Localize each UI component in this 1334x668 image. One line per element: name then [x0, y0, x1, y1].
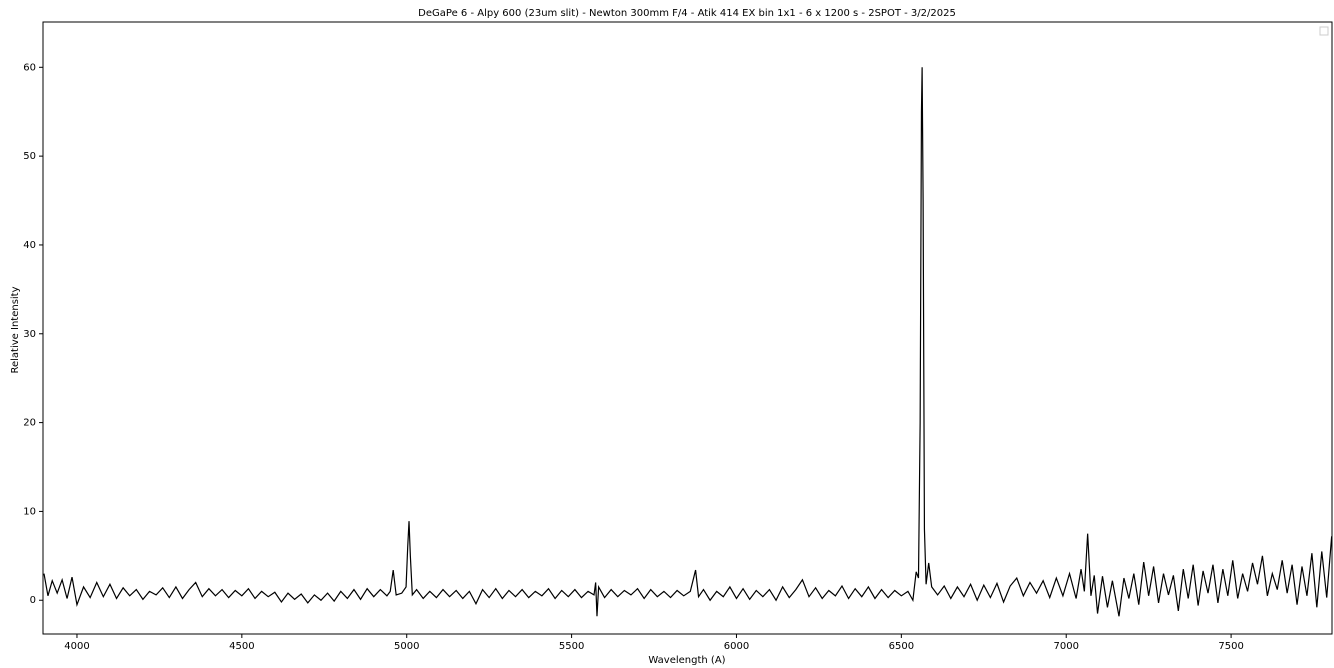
x-tick-label: 6000	[724, 641, 749, 652]
x-tick-label: 5000	[394, 641, 419, 652]
x-tick-label: 4000	[64, 641, 89, 652]
y-tick-label: 40	[23, 240, 36, 251]
y-tick-label: 10	[23, 506, 36, 517]
x-tick-label: 4500	[229, 641, 254, 652]
y-tick-label: 60	[23, 62, 36, 73]
x-tick-label: 6500	[889, 641, 914, 652]
spectrum-line	[43, 67, 1332, 617]
x-tick-label: 7500	[1218, 641, 1243, 652]
legend-box	[1319, 26, 1329, 36]
plot-frame	[42, 21, 1333, 635]
y-axis-label: Relative Intensity	[10, 286, 21, 373]
y-tick-label: 0	[30, 595, 36, 606]
y-tick-label: 30	[23, 329, 36, 340]
x-axis-label: Wavelength (A)	[648, 655, 725, 666]
chart-title: DeGaPe 6 - Alpy 600 (23um slit) - Newton…	[418, 8, 956, 19]
y-tick-label: 50	[23, 151, 36, 162]
x-tick-label: 7000	[1053, 641, 1078, 652]
x-tick-label: 5500	[559, 641, 584, 652]
y-tick-label: 20	[23, 418, 36, 429]
